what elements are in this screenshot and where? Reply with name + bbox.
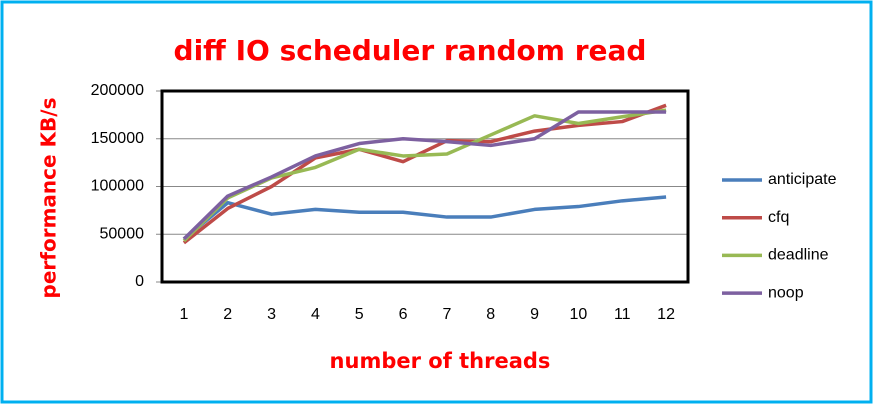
x-tick-label: 12 (657, 306, 675, 323)
x-tick-label: 3 (267, 306, 276, 323)
y-tick-label: 0 (135, 273, 144, 290)
x-tick-label: 7 (442, 306, 451, 323)
legend-label: anticipate (768, 171, 837, 188)
y-tick-label: 50000 (100, 225, 145, 242)
series-line (182, 110, 667, 241)
x-tick-label: 10 (570, 306, 588, 323)
y-tick-label: 200000 (91, 82, 144, 99)
y-axis-label: performance KB/s (37, 98, 61, 299)
chart-title: diff IO scheduler random read (174, 34, 647, 67)
legend-label: cfq (768, 209, 789, 226)
legend-label: noop (768, 284, 804, 301)
plot-border (160, 89, 690, 284)
series-line (182, 195, 667, 241)
x-tick-label: 1 (179, 306, 188, 323)
y-tick-label: 100000 (91, 178, 144, 195)
x-tick-label: 9 (530, 306, 539, 323)
x-tick-label: 4 (311, 306, 320, 323)
x-tick-label: 5 (355, 306, 364, 323)
series-line (182, 103, 667, 245)
x-axis-label: number of threads (330, 349, 551, 373)
x-tick-label: 6 (399, 306, 408, 323)
x-tick-label: 8 (486, 306, 495, 323)
legend-label: deadline (768, 247, 829, 264)
x-tick-label: 2 (223, 306, 232, 323)
y-tick-label: 150000 (91, 130, 144, 147)
x-tick-label: 11 (614, 306, 631, 323)
